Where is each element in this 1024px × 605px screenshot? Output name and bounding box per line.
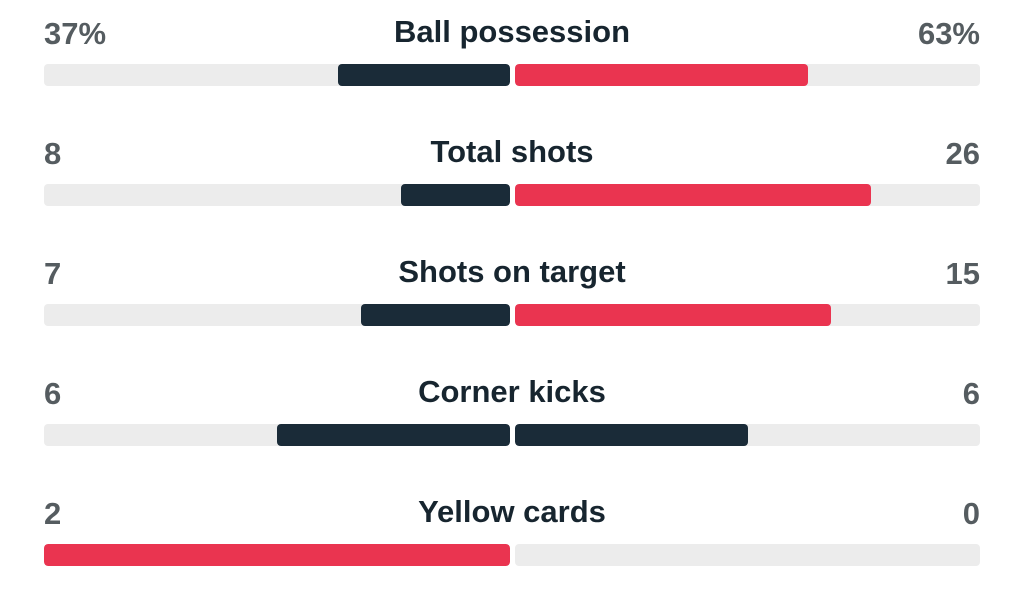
away-value: 15 — [945, 256, 980, 291]
comparison-bars — [44, 304, 980, 326]
stat-header: 37% Ball possession 63% — [44, 0, 980, 64]
away-bar-track — [515, 64, 980, 86]
away-bar-fill — [515, 304, 832, 326]
home-bar-fill — [44, 544, 510, 566]
stat-header: 6 Corner kicks 6 — [44, 360, 980, 424]
home-value: 37% — [44, 16, 107, 51]
away-bar-fill — [515, 424, 748, 446]
home-value: 6 — [44, 376, 62, 411]
away-bar-fill — [515, 64, 808, 86]
comparison-bars — [44, 544, 980, 566]
stat-label: Corner kicks — [418, 374, 606, 409]
home-bar-fill — [360, 304, 510, 326]
stat-row-corner-kicks: 6 Corner kicks 6 — [44, 360, 980, 480]
away-bar-track — [515, 304, 980, 326]
comparison-bars — [44, 424, 980, 446]
home-bar-track — [44, 64, 510, 86]
stat-header: 7 Shots on target 15 — [44, 240, 980, 304]
stat-row-total-shots: 8 Total shots 26 — [44, 120, 980, 240]
stat-header: 2 Yellow cards 0 — [44, 480, 980, 544]
away-value: 0 — [962, 496, 980, 531]
home-value: 8 — [44, 136, 62, 171]
away-bar-track — [515, 544, 980, 566]
away-bar-fill — [515, 184, 871, 206]
home-bar-track — [44, 544, 510, 566]
home-bar-fill — [400, 184, 510, 206]
stat-label: Shots on target — [398, 254, 626, 289]
home-value: 2 — [44, 496, 62, 531]
stat-label: Total shots — [430, 134, 594, 169]
match-stats-list: 37% Ball possession 63% 8 Total shots 26 — [44, 0, 980, 600]
away-value: 6 — [962, 376, 980, 411]
home-bar-track — [44, 184, 510, 206]
home-bar-fill — [277, 424, 510, 446]
stat-row-yellow-cards: 2 Yellow cards 0 — [44, 480, 980, 600]
home-bar-track — [44, 304, 510, 326]
home-value: 7 — [44, 256, 62, 291]
comparison-bars — [44, 184, 980, 206]
comparison-bars — [44, 64, 980, 86]
away-bar-track — [515, 184, 980, 206]
home-bar-track — [44, 424, 510, 446]
home-bar-fill — [337, 64, 510, 86]
away-value: 26 — [945, 136, 980, 171]
stat-header: 8 Total shots 26 — [44, 120, 980, 184]
stat-label: Yellow cards — [418, 494, 606, 529]
stat-row-shots-on-target: 7 Shots on target 15 — [44, 240, 980, 360]
stat-label: Ball possession — [393, 14, 631, 49]
stat-row-ball-possession: 37% Ball possession 63% — [44, 0, 980, 120]
away-value: 63% — [917, 16, 980, 51]
away-bar-track — [515, 424, 980, 446]
